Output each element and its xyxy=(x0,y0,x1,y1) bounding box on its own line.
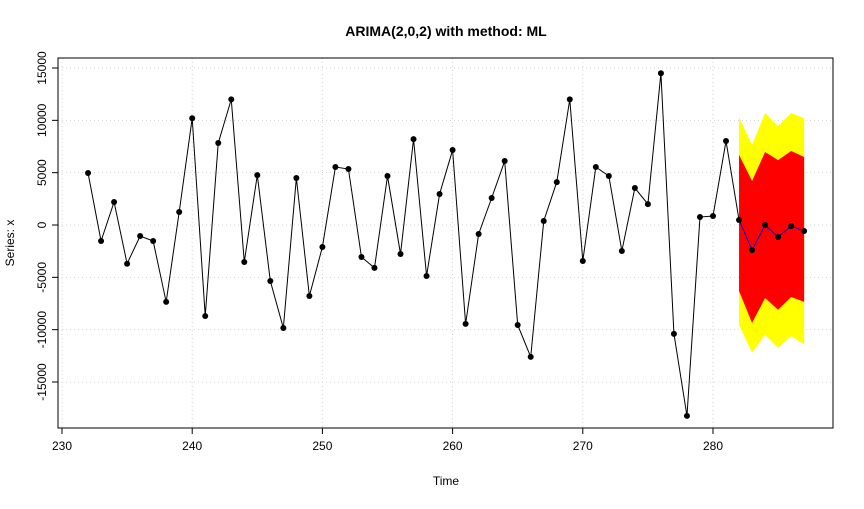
observed-point xyxy=(111,198,118,205)
observed-point xyxy=(449,147,456,154)
observed-point xyxy=(215,140,222,147)
x-axis-label: Time xyxy=(433,474,460,488)
observed-point xyxy=(124,260,131,267)
observed-point xyxy=(475,231,482,238)
observed-point xyxy=(540,218,547,225)
observed-point xyxy=(98,238,105,245)
observed-point xyxy=(176,209,183,216)
y-tick-label: -5000 xyxy=(35,262,49,293)
grid xyxy=(58,58,833,428)
x-tick-label: 250 xyxy=(312,439,332,453)
observed-point xyxy=(241,258,248,265)
observed-point xyxy=(618,247,625,254)
observed-point xyxy=(410,136,417,143)
x-axis: 230 240 250 260 270 280 xyxy=(52,427,723,453)
observed-point xyxy=(696,214,703,221)
forecast-point xyxy=(749,247,756,254)
observed-point xyxy=(514,321,521,328)
observed-point xyxy=(306,292,313,299)
x-tick-label: 260 xyxy=(443,439,463,453)
observed-point xyxy=(319,243,326,250)
forecast-point xyxy=(775,234,782,241)
y-tick-label: -10000 xyxy=(35,311,49,349)
observed-point xyxy=(683,412,690,419)
y-axis: -15000 -10000 -5000 0 5000 10000 15000 xyxy=(35,51,59,401)
observed-point xyxy=(254,172,261,179)
connector-line xyxy=(725,140,740,221)
observed-point xyxy=(85,169,92,176)
x-tick-label: 280 xyxy=(703,439,723,453)
observed-point xyxy=(488,194,495,201)
observed-point xyxy=(358,254,365,261)
observed-line xyxy=(87,73,727,416)
series-lines xyxy=(87,73,805,416)
observed-point xyxy=(501,158,508,165)
observed-point xyxy=(150,238,157,245)
y-tick-label: -15000 xyxy=(35,363,49,401)
observed-point xyxy=(280,324,287,331)
observed-point xyxy=(189,115,196,122)
observed-point xyxy=(293,175,300,182)
forecast-point xyxy=(788,223,795,230)
observed-point xyxy=(657,70,664,77)
y-tick-label: 5000 xyxy=(35,159,49,186)
prediction-bands xyxy=(739,113,805,353)
observed-point xyxy=(384,173,391,180)
observed-point xyxy=(527,353,534,360)
observed-point xyxy=(436,191,443,198)
y-tick-label: 15000 xyxy=(35,51,49,85)
observed-point xyxy=(423,272,430,279)
observed-point xyxy=(579,258,586,265)
observed-point xyxy=(670,330,677,337)
y-axis-label: Series: x xyxy=(3,220,17,267)
observed-point xyxy=(710,212,716,219)
x-tick-label: 270 xyxy=(573,439,593,453)
observed-point xyxy=(462,320,469,327)
observed-point xyxy=(228,96,235,103)
observed-point xyxy=(566,96,573,103)
series-points xyxy=(85,70,808,419)
observed-point xyxy=(163,298,170,305)
observed-point xyxy=(332,164,339,171)
observed-point xyxy=(553,179,560,186)
observed-point xyxy=(267,277,274,284)
forecast-point xyxy=(801,227,808,234)
observed-point xyxy=(605,173,612,180)
observed-point xyxy=(644,201,651,208)
x-tick-label: 240 xyxy=(182,439,202,453)
observed-point xyxy=(397,250,404,257)
y-tick-label: 0 xyxy=(35,221,49,228)
x-tick-label: 230 xyxy=(52,439,72,453)
observed-point xyxy=(137,232,144,239)
forecast-point xyxy=(762,222,769,228)
observed-point xyxy=(592,164,599,171)
forecast-point xyxy=(736,216,743,223)
observed-point xyxy=(345,166,352,173)
chart-title: ARIMA(2,0,2) with method: ML xyxy=(345,23,547,39)
observed-point xyxy=(631,185,638,192)
band-80 xyxy=(739,151,805,323)
y-tick-label: 10000 xyxy=(35,103,49,137)
observed-point xyxy=(371,264,378,271)
observed-point xyxy=(202,313,209,320)
observed-point xyxy=(723,138,730,145)
